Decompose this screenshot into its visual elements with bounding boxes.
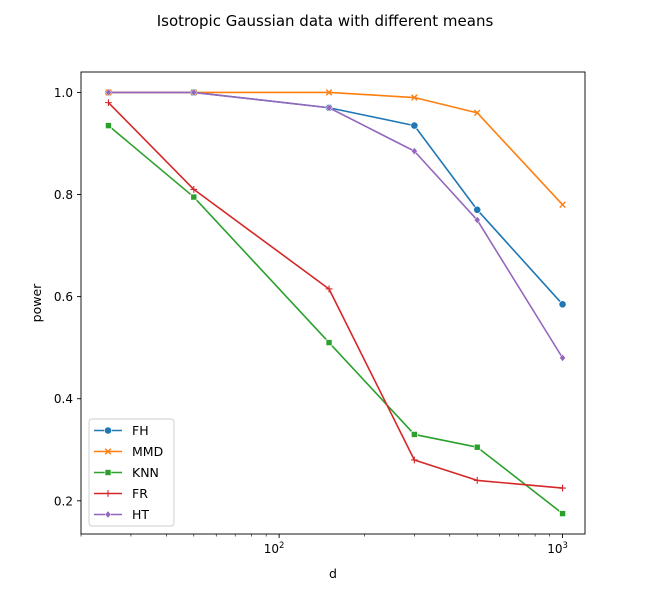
data-point — [190, 193, 198, 201]
legend-marker — [104, 490, 112, 497]
data-point — [473, 443, 481, 451]
data-point — [190, 88, 198, 97]
series-line — [108, 91, 564, 305]
data-point — [325, 285, 333, 293]
x-tick-exponent: 2 — [279, 541, 284, 551]
data-point — [190, 186, 198, 193]
series-ht — [105, 88, 566, 362]
legend-marker — [104, 469, 112, 476]
legend-item-fh: FH — [94, 423, 149, 438]
plot-area — [80, 71, 586, 535]
legend-item-mmd: MMD — [94, 444, 163, 459]
data-point — [325, 103, 333, 112]
legend-box — [88, 418, 175, 527]
data-point — [410, 456, 418, 464]
data-point — [559, 353, 566, 362]
legend-label: MMD — [132, 444, 163, 459]
legend-item-ht: HT — [94, 507, 149, 522]
x-tick-label: 102 — [264, 541, 285, 556]
legend-label: HT — [132, 507, 149, 522]
data-point — [473, 205, 482, 214]
data-point — [325, 89, 333, 96]
series-line — [108, 91, 564, 359]
series-fr — [105, 99, 566, 492]
data-point — [559, 510, 566, 517]
data-point — [411, 431, 418, 438]
data-point — [473, 216, 481, 225]
y-tick-label: 0.6 — [54, 290, 73, 304]
x-tick-label: 103 — [547, 541, 568, 556]
x-tick-exponent: 3 — [562, 541, 567, 551]
legend-marker — [104, 448, 112, 455]
y-tick-label: 0.8 — [54, 188, 73, 202]
legend-item-knn: KNN — [94, 465, 159, 480]
y-axis: 0.2 0.4 0.6 0.8 1.0 — [54, 86, 81, 508]
y-axis-label: power — [29, 283, 44, 322]
legend-label: KNN — [132, 465, 159, 480]
series-fh — [104, 88, 567, 309]
series-line — [107, 124, 564, 515]
x-tick-base: 10 — [264, 542, 279, 556]
y-tick-label: 1.0 — [54, 86, 73, 100]
data-point — [105, 99, 112, 107]
data-point — [411, 147, 418, 156]
data-point — [559, 201, 566, 209]
legend-label: FH — [132, 423, 149, 438]
data-point — [105, 122, 112, 129]
x-tick-base: 10 — [547, 542, 562, 556]
y-tick-label: 0.2 — [54, 494, 73, 508]
series-knn — [105, 122, 566, 517]
data-point — [411, 94, 418, 101]
data-point — [325, 339, 333, 346]
data-point — [473, 476, 481, 484]
legend-marker — [104, 510, 112, 519]
legend-item-fr: FR — [94, 486, 148, 501]
y-tick-label: 0.4 — [54, 392, 73, 406]
chart-title: Isotropic Gaussian data with different m… — [157, 12, 494, 30]
data-point — [410, 121, 419, 130]
data-point — [559, 484, 566, 492]
legend-label: FR — [132, 486, 148, 501]
x-axis-label: d — [329, 566, 337, 581]
series-line — [107, 102, 563, 489]
legend-marker — [104, 426, 112, 435]
data-point — [558, 300, 567, 309]
data-point — [105, 88, 112, 97]
series-mmd — [105, 89, 566, 209]
series-layer — [104, 88, 567, 517]
legend: FH MMD KNN FR HT — [88, 418, 175, 527]
x-axis: 102 103 — [80, 534, 568, 556]
data-point — [473, 109, 481, 117]
